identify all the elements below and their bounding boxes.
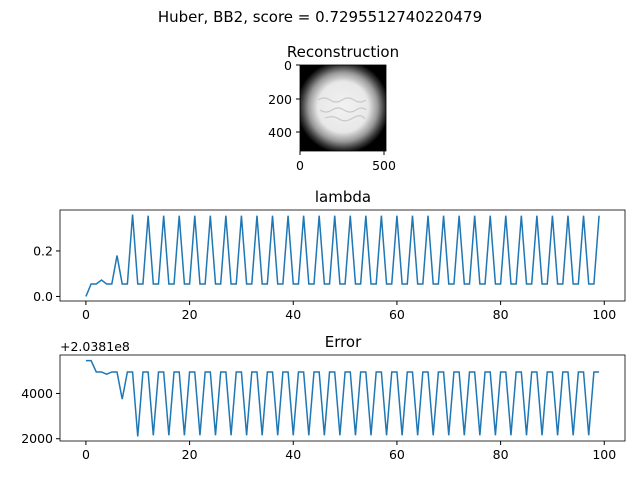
lambda-ticks: 0 20 40 60 80 100 0.0 0.2 bbox=[33, 243, 616, 322]
error-panel: Error +2.0381e8 0 20 40 60 80 100 2000 4000 bbox=[21, 333, 626, 462]
y-tick-label: 0.2 bbox=[33, 243, 53, 258]
x-tick-label: 100 bbox=[592, 447, 616, 462]
figure-title: Huber, BB2, score = 0.7295512740220479 bbox=[158, 8, 482, 26]
y-tick-label: 400 bbox=[268, 125, 292, 140]
error-offset-label: +2.0381e8 bbox=[60, 339, 130, 354]
x-tick-label: 20 bbox=[182, 307, 198, 322]
lambda-axes bbox=[59, 209, 626, 302]
x-tick-label: 0 bbox=[82, 447, 90, 462]
lambda-series-line bbox=[85, 214, 600, 297]
reconstruction-frame bbox=[299, 64, 387, 152]
y-tick-label: 2000 bbox=[21, 431, 53, 446]
error-title: Error bbox=[325, 333, 362, 351]
reconstruction-y-ticks: 0 200 400 bbox=[268, 58, 300, 140]
x-tick-label: 80 bbox=[493, 307, 509, 322]
reconstruction-x-ticks: 0 500 bbox=[296, 151, 396, 173]
y-tick-label: 0.0 bbox=[33, 289, 53, 304]
reconstruction-title: Reconstruction bbox=[287, 43, 399, 61]
lambda-title: lambda bbox=[315, 188, 371, 206]
y-tick-label: 4000 bbox=[21, 386, 53, 401]
x-tick-label: 0 bbox=[296, 158, 304, 173]
reconstruction-image bbox=[300, 65, 386, 151]
x-tick-label: 80 bbox=[493, 447, 509, 462]
x-tick-label: 60 bbox=[389, 447, 405, 462]
y-tick-label: 0 bbox=[284, 58, 292, 73]
x-tick-label: 60 bbox=[389, 307, 405, 322]
reconstruction-panel: Reconstruction 0 500 0 200 400 bbox=[268, 43, 399, 173]
x-tick-label: 20 bbox=[182, 447, 198, 462]
x-tick-label: 100 bbox=[592, 307, 616, 322]
error-ticks: 0 20 40 60 80 100 2000 4000 bbox=[21, 386, 616, 462]
lambda-panel: lambda 0 20 40 60 80 100 0.0 0.2 bbox=[33, 188, 626, 322]
x-tick-label: 500 bbox=[372, 158, 396, 173]
x-tick-label: 40 bbox=[285, 307, 301, 322]
error-series-line bbox=[85, 359, 600, 437]
x-tick-label: 0 bbox=[82, 307, 90, 322]
y-tick-label: 200 bbox=[268, 92, 292, 107]
x-tick-label: 40 bbox=[285, 447, 301, 462]
